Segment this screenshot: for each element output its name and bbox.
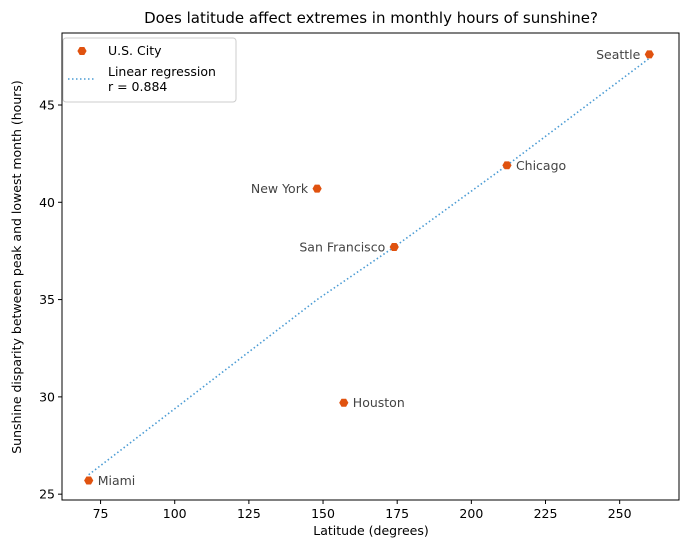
regression-line xyxy=(88,57,650,476)
legend-label-city: U.S. City xyxy=(108,43,162,58)
x-tick-label: 250 xyxy=(608,506,632,521)
data-point xyxy=(339,398,349,407)
y-tick-label: 25 xyxy=(39,487,55,502)
legend-label-r-value: r = 0.884 xyxy=(108,79,167,94)
x-tick-label: 125 xyxy=(237,506,261,521)
point-label: Chicago xyxy=(516,158,566,173)
data-point xyxy=(389,243,399,252)
plot-frame xyxy=(61,32,680,501)
chart-title: Does latitude affect extremes in monthly… xyxy=(144,9,598,27)
data-point xyxy=(312,184,322,193)
x-tick-label: 175 xyxy=(385,506,409,521)
y-tick-label: 40 xyxy=(39,195,55,210)
point-label: San Francisco xyxy=(299,240,385,255)
legend-marker-hexagon-icon xyxy=(77,47,87,55)
data-point xyxy=(502,161,512,170)
x-tick-label: 200 xyxy=(459,506,483,521)
x-axis-label: Latitude (degrees) xyxy=(313,523,429,538)
x-tick-label: 100 xyxy=(163,506,187,521)
data-point xyxy=(644,50,654,59)
x-tick-label: 225 xyxy=(534,506,558,521)
y-tick-label: 45 xyxy=(39,97,55,112)
y-tick-label: 35 xyxy=(39,292,55,307)
point-label: Seattle xyxy=(596,47,641,62)
x-tick-label: 150 xyxy=(311,506,335,521)
data-point xyxy=(84,476,94,485)
legend: U.S. City Linear regression r = 0.884 xyxy=(62,37,237,103)
y-axis-label: Sunshine disparity between peak and lowe… xyxy=(9,80,24,454)
x-axis: 75 100 125 150 175 200 225 250 xyxy=(93,500,632,521)
point-label: New York xyxy=(251,181,309,196)
legend-box xyxy=(62,37,237,103)
y-axis: 25 30 35 40 45 xyxy=(39,97,62,502)
x-tick-label: 75 xyxy=(93,506,109,521)
legend-label-regression: Linear regression xyxy=(108,64,216,79)
point-label: Miami xyxy=(98,473,136,488)
point-label: Houston xyxy=(353,395,405,410)
y-tick-label: 30 xyxy=(39,389,55,404)
plot-area: Miami New York San Francisco Houston Chicago… xyxy=(84,47,654,488)
